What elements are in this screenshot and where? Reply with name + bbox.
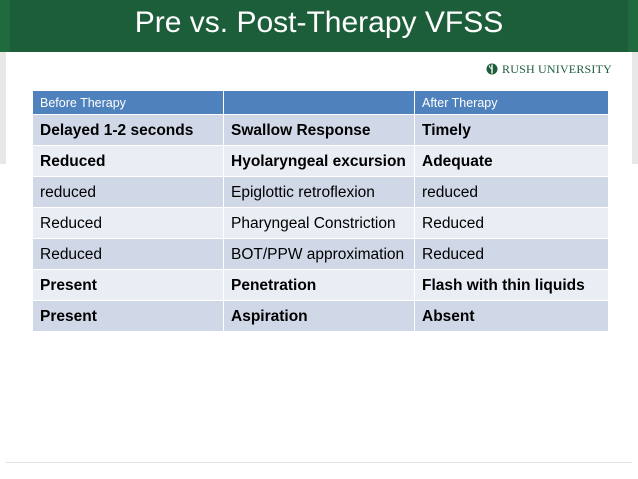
cell-measure: BOT/PPW approximation bbox=[223, 238, 415, 270]
rush-leaf-icon bbox=[486, 63, 498, 75]
cell-measure: Penetration bbox=[223, 269, 415, 301]
header-before-therapy: Before Therapy bbox=[32, 90, 224, 115]
slide-title: Pre vs. Post-Therapy VFSS bbox=[134, 6, 504, 39]
title-bar-inner bbox=[10, 0, 628, 52]
cell-before: Reduced bbox=[32, 145, 224, 177]
cell-after: Timely bbox=[414, 114, 609, 146]
cell-before: Reduced bbox=[32, 238, 224, 270]
cell-after: reduced bbox=[414, 176, 609, 208]
cell-before: Present bbox=[32, 269, 224, 301]
table-row: reduced Epiglottic retroflexion reduced bbox=[32, 176, 609, 208]
left-accent-rule bbox=[0, 52, 6, 164]
table-row: Reduced BOT/PPW approximation Reduced bbox=[32, 238, 609, 270]
cell-after: Absent bbox=[414, 300, 609, 332]
logo-text: RUSH UNIVERSITY bbox=[502, 61, 613, 76]
cell-after: Reduced bbox=[414, 238, 609, 270]
cell-measure: Epiglottic retroflexion bbox=[223, 176, 415, 208]
table-header-row: Before Therapy After Therapy bbox=[32, 90, 609, 115]
table-row: Present Aspiration Absent bbox=[32, 300, 609, 332]
table-row: Reduced Pharyngeal Constriction Reduced bbox=[32, 207, 609, 239]
cell-measure: Pharyngeal Constriction bbox=[223, 207, 415, 239]
cell-after: Reduced bbox=[414, 207, 609, 239]
rush-university-logo: RUSH UNIVERSITY bbox=[486, 59, 612, 79]
cell-measure: Hyolaryngeal excursion bbox=[223, 145, 415, 177]
cell-before: reduced bbox=[32, 176, 224, 208]
cell-measure: Swallow Response bbox=[223, 114, 415, 146]
cell-before: Delayed 1-2 seconds bbox=[32, 114, 224, 146]
table-row: Reduced Hyolaryngeal excursion Adequate bbox=[32, 145, 609, 177]
header-blank bbox=[223, 90, 415, 115]
title-bar: Pre vs. Post-Therapy VFSS bbox=[0, 0, 638, 52]
cell-measure: Aspiration bbox=[223, 300, 415, 332]
header-after-therapy: After Therapy bbox=[414, 90, 609, 115]
cell-after: Adequate bbox=[414, 145, 609, 177]
right-accent-rule bbox=[632, 52, 638, 164]
cell-after: Flash with thin liquids bbox=[414, 269, 609, 301]
table-row: Present Penetration Flash with thin liquid… bbox=[32, 269, 609, 301]
table-row: Delayed 1-2 seconds Swallow Response Timel… bbox=[32, 114, 609, 146]
footer-divider bbox=[6, 462, 632, 463]
cell-before: Reduced bbox=[32, 207, 224, 239]
cell-before: Present bbox=[32, 300, 224, 332]
vfss-comparison-table: Before Therapy After Therapy Delayed 1-2… bbox=[32, 90, 609, 332]
